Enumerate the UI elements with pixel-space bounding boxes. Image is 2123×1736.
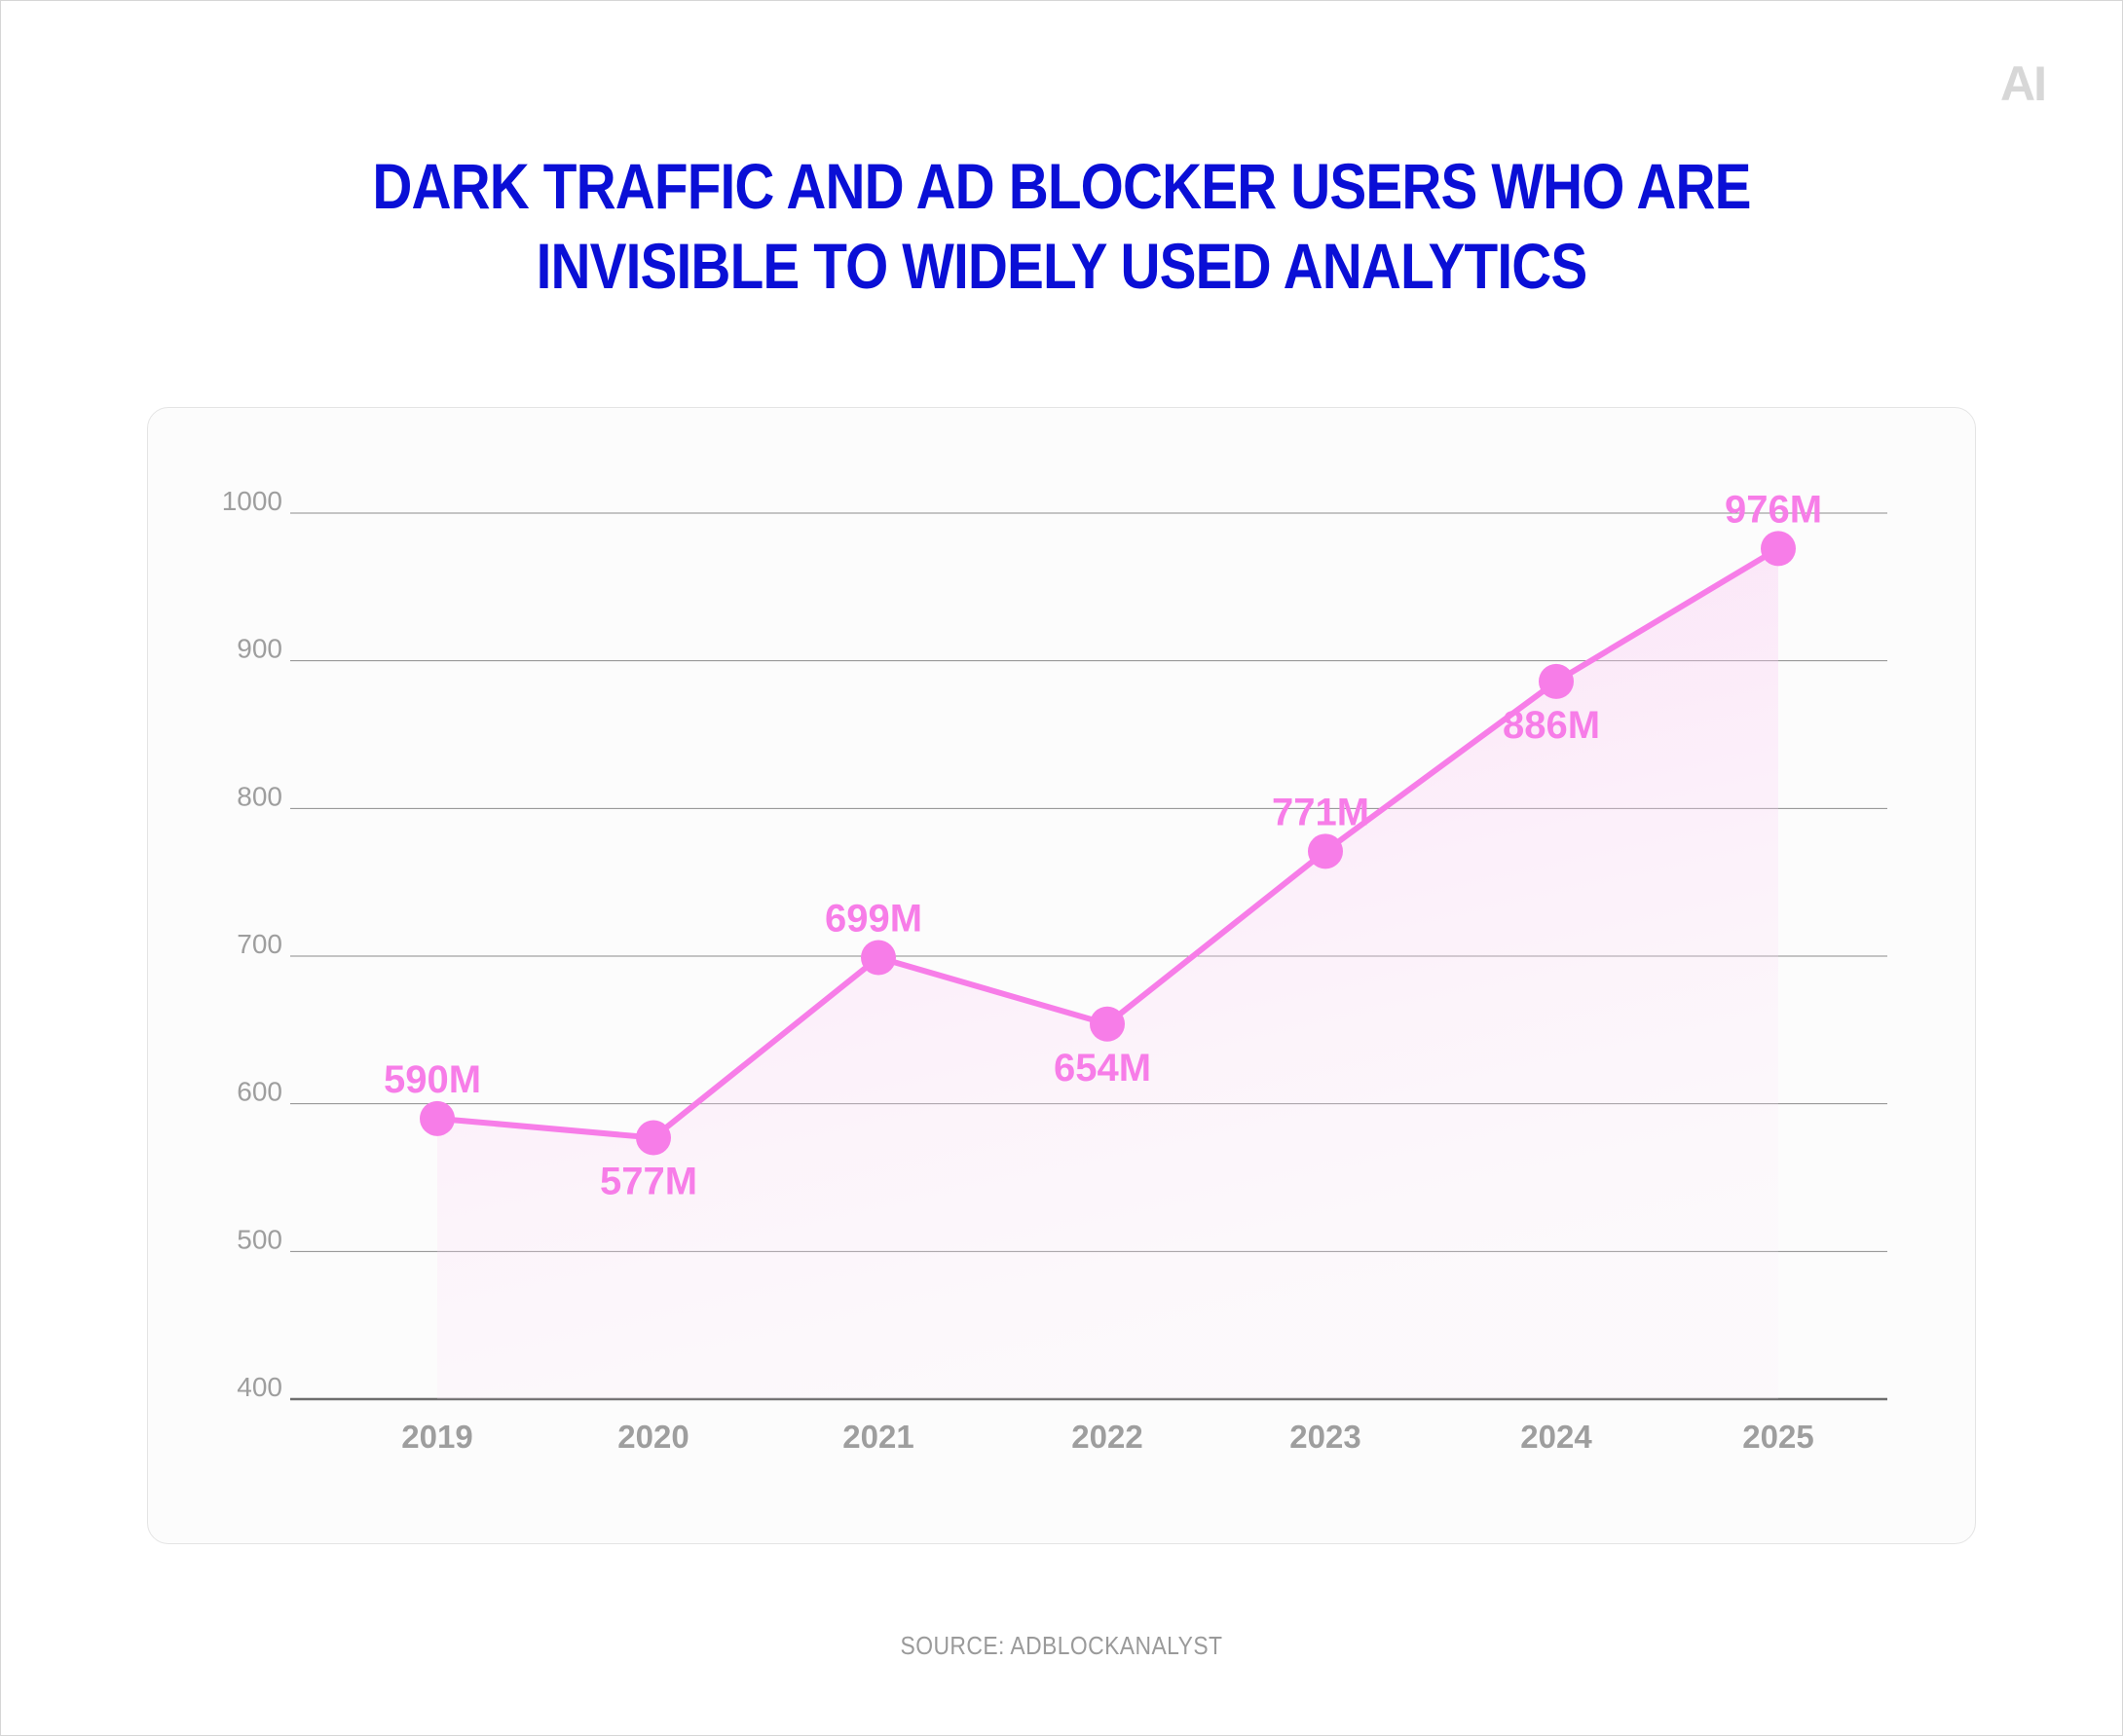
data-label: 886M bbox=[1503, 704, 1600, 747]
y-tick-label: 400 bbox=[237, 1372, 282, 1402]
y-tick-label: 700 bbox=[237, 929, 282, 959]
y-tick-label: 900 bbox=[237, 634, 282, 664]
x-tick-label: 2021 bbox=[842, 1419, 913, 1455]
x-tick-label: 2024 bbox=[1520, 1419, 1592, 1455]
data-label: 577M bbox=[600, 1161, 697, 1203]
brand-logo: AI bbox=[2000, 56, 2047, 111]
x-axis-ticks: 2019 2020 2021 2022 2023 2024 2025 bbox=[401, 1419, 1813, 1455]
chart-title-line-1: DARK TRAFFIC AND AD BLOCKER USERS WHO AR… bbox=[372, 150, 1751, 222]
data-label: 976M bbox=[1725, 488, 1822, 531]
data-label: 699M bbox=[825, 898, 922, 941]
data-labels: 590M 577M 699M 654M 771M 886M 976M bbox=[384, 488, 1822, 1202]
chart-title-line-2: INVISIBLE TO WIDELY USED ANALYTICS bbox=[536, 230, 1588, 302]
data-point bbox=[1761, 531, 1796, 567]
x-tick-label: 2022 bbox=[1071, 1419, 1142, 1455]
y-tick-label: 600 bbox=[237, 1077, 282, 1107]
x-tick-label: 2023 bbox=[1289, 1419, 1360, 1455]
data-point bbox=[420, 1100, 455, 1136]
data-label: 771M bbox=[1272, 791, 1369, 833]
data-point bbox=[1308, 833, 1343, 869]
x-tick-label: 2025 bbox=[1742, 1419, 1813, 1455]
y-tick-label: 500 bbox=[237, 1224, 282, 1254]
source-note: SOURCE: ADBLOCKANALYST bbox=[900, 1631, 1223, 1660]
data-point bbox=[1539, 663, 1574, 699]
data-point bbox=[1090, 1006, 1125, 1042]
series-area bbox=[437, 548, 1778, 1399]
data-points bbox=[420, 531, 1796, 1156]
x-tick-label: 2020 bbox=[617, 1419, 689, 1455]
data-label: 590M bbox=[384, 1058, 481, 1101]
chart-title: DARK TRAFFIC AND AD BLOCKER USERS WHO AR… bbox=[149, 146, 1975, 306]
y-tick-label: 1000 bbox=[222, 486, 282, 516]
y-tick-label: 800 bbox=[237, 781, 282, 811]
data-point bbox=[636, 1120, 671, 1156]
y-axis-ticks: 1000 900 800 700 600 500 400 bbox=[222, 486, 282, 1402]
data-point bbox=[861, 940, 896, 976]
x-tick-label: 2019 bbox=[401, 1419, 472, 1455]
data-label: 654M bbox=[1054, 1047, 1151, 1090]
area-fill bbox=[437, 548, 1778, 1399]
